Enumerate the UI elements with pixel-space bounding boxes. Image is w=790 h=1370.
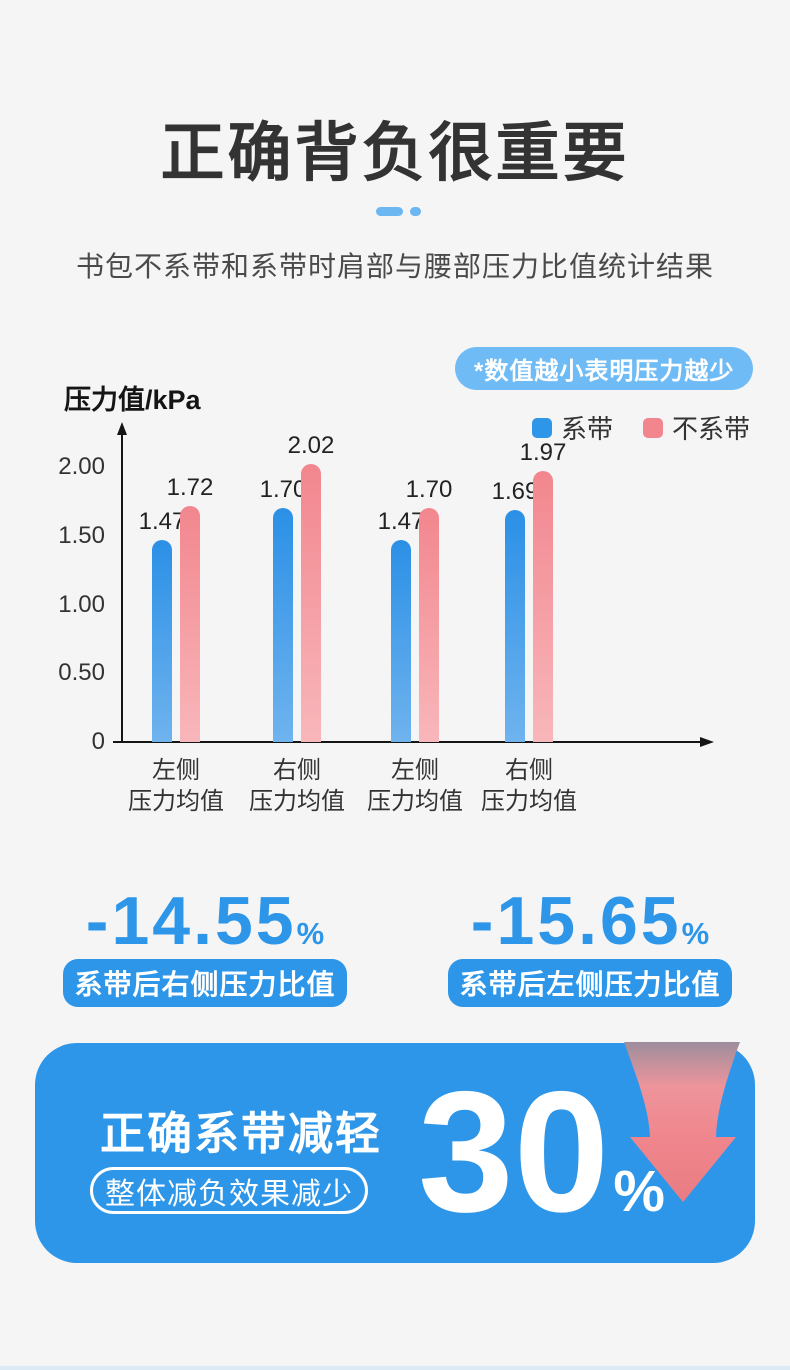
bar-不系带-1 — [180, 505, 200, 742]
stat-unit: % — [681, 916, 710, 951]
stat-left-side-label: 系带后左侧压力比值 — [448, 959, 732, 1007]
page-title: 正确背负很重要 — [160, 117, 630, 189]
x-category-label: 左侧 压力均值 — [128, 757, 224, 815]
banner-subheading: 整体减负效果减少 — [90, 1167, 368, 1214]
banner-value-number: 30 — [418, 1056, 610, 1248]
bar-value-label: 1.70 — [405, 476, 453, 504]
legend-swatch-tied — [532, 417, 552, 438]
bar-系带-4 — [505, 509, 525, 742]
x-category-label: 右侧 压力均值 — [249, 757, 345, 815]
underline-dash — [376, 207, 403, 216]
legend-item-untied: 不系带 — [643, 409, 750, 446]
y-tick-label: 0 — [91, 728, 105, 755]
bar-系带-2 — [273, 508, 293, 742]
stat-left-side: -15.65% — [440, 882, 740, 960]
stat-right-side-label: 系带后右侧压力比值 — [63, 959, 347, 1007]
x-category-label: 右侧 压力均值 — [481, 757, 577, 815]
banner-value-unit: % — [613, 1159, 665, 1224]
legend-item-tied: 系带 — [532, 409, 613, 446]
chart-legend: 系带 不系带 — [532, 409, 750, 446]
bar-系带-3 — [391, 539, 411, 742]
bar-不系带-3 — [419, 508, 439, 742]
bar-value-label: 1.70 — [259, 476, 307, 504]
legend-label: 不系带 — [672, 414, 751, 444]
stat-value: -14.55 — [85, 883, 297, 959]
summary-banner — [35, 1043, 755, 1263]
chart-axes — [113, 422, 714, 747]
banner-value: 30 % — [418, 1066, 665, 1238]
y-tick-label: 1.50 — [58, 521, 105, 549]
bar-不系带-2 — [301, 464, 321, 742]
bar-系带-1 — [152, 539, 172, 742]
bar-value-label: 2.02 — [287, 432, 335, 460]
y-tick-label: 2.00 — [58, 453, 105, 480]
bar-value-label: 1.97 — [519, 439, 567, 467]
bar-value-label: 1.47 — [138, 507, 186, 535]
stat-right-side: -14.55% — [55, 882, 355, 960]
legend-swatch-untied — [643, 417, 664, 438]
stat-unit: % — [296, 916, 325, 951]
bar-value-label: 1.69 — [491, 477, 539, 505]
title-underline — [376, 207, 424, 216]
legend-label: 系带 — [561, 414, 614, 444]
bar-value-label: 1.47 — [377, 507, 425, 535]
x-category-label: 左侧 压力均值 — [367, 757, 463, 815]
underline-dot — [410, 207, 421, 216]
bar-value-label: 1.72 — [166, 473, 214, 501]
next-section-edge — [0, 1366, 790, 1370]
banner-heading: 正确系带减轻 — [100, 1108, 383, 1159]
plot-area: 0 0.50 1.00 1.50 2.00 1.47 1.70 1.47 1.69 1.72 2.0… — [58, 425, 703, 815]
note-badge: *数值越小表明压力越少 — [455, 347, 754, 390]
y-tick-label: 1.00 — [58, 590, 105, 618]
stat-value: -15.65 — [470, 883, 682, 959]
y-axis-label: 压力值/kPa — [64, 385, 201, 415]
down-arrow-icon — [624, 1042, 740, 1202]
y-tick-label: 0.50 — [58, 659, 105, 687]
bar-不系带-4 — [533, 471, 553, 742]
page-subtitle: 书包不系带和系带时肩部与腰部压力比值统计结果 — [75, 251, 714, 282]
